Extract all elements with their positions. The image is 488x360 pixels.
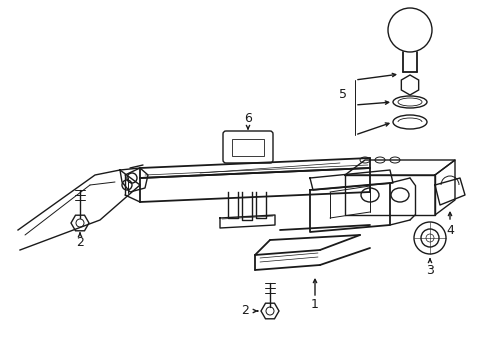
- Text: 5: 5: [338, 89, 346, 102]
- Text: 3: 3: [425, 264, 433, 276]
- Text: 6: 6: [244, 112, 251, 125]
- Text: 1: 1: [310, 298, 318, 311]
- Text: 2: 2: [76, 237, 84, 249]
- Text: 4: 4: [445, 224, 453, 237]
- Text: 2: 2: [241, 305, 248, 318]
